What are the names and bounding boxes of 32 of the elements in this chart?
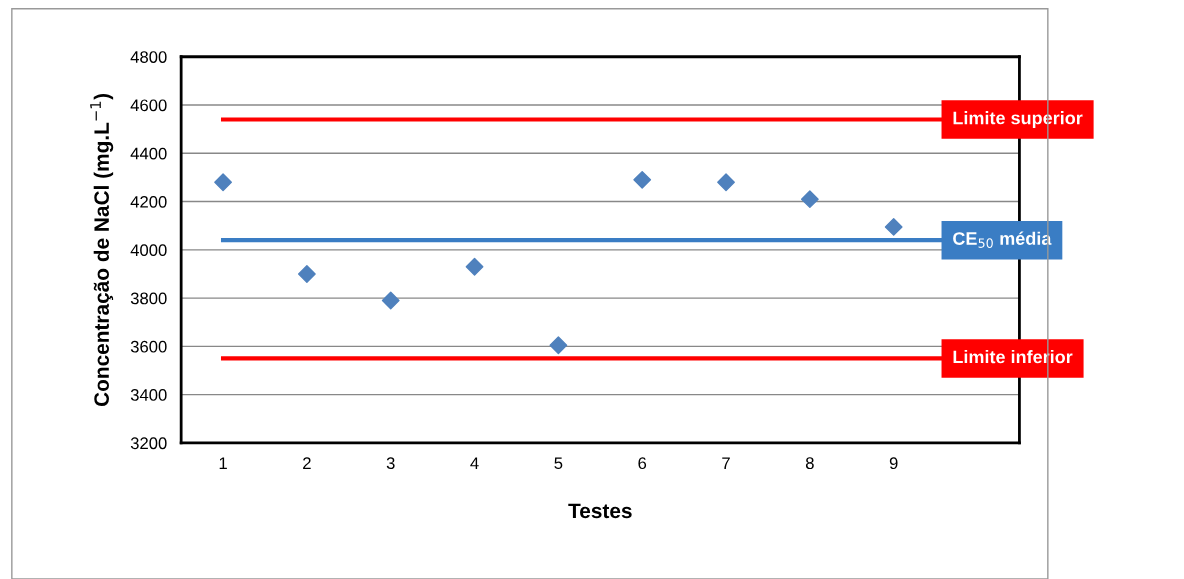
x-tick-label: 5 bbox=[554, 457, 563, 470]
x-tick-label: 3 bbox=[386, 457, 395, 470]
y-tick-label: 3800 bbox=[130, 292, 167, 305]
point bbox=[717, 173, 735, 192]
x-axis-title: Testes bbox=[568, 503, 632, 519]
y-tick-label: 4800 bbox=[130, 51, 167, 63]
ref-line-label: CE$_{50}$ média bbox=[953, 231, 1052, 248]
point bbox=[800, 190, 819, 209]
x-tick-label: 9 bbox=[889, 457, 898, 470]
point bbox=[297, 265, 316, 283]
y-tick-label: 3200 bbox=[130, 437, 167, 450]
ref-line-label: Limite superior bbox=[953, 111, 1083, 128]
x-tick-label: 7 bbox=[722, 457, 730, 469]
x-tick-label: 4 bbox=[470, 457, 479, 469]
y-tick-label: 4000 bbox=[130, 244, 167, 257]
x-tick-label: 2 bbox=[303, 457, 311, 469]
y-tick-label: 3600 bbox=[130, 340, 167, 353]
x-tick-label: 6 bbox=[638, 457, 647, 470]
y-tick-label: 3400 bbox=[130, 389, 167, 401]
ref-line-label: Limite inferior bbox=[953, 350, 1073, 364]
point bbox=[381, 291, 400, 310]
point bbox=[884, 217, 903, 236]
y-tick-label: 4400 bbox=[130, 147, 167, 160]
x-tick-label: 8 bbox=[805, 457, 814, 470]
x-tick-label: 1 bbox=[219, 457, 227, 469]
y-axis-title: Concentração de NaCl (mg.L$^{−1}$) bbox=[90, 93, 114, 407]
point bbox=[465, 257, 484, 276]
y-tick-label: 4200 bbox=[130, 195, 167, 208]
point bbox=[214, 173, 232, 192]
point bbox=[549, 336, 568, 355]
point bbox=[633, 170, 652, 189]
y-tick-label: 4600 bbox=[130, 99, 167, 112]
